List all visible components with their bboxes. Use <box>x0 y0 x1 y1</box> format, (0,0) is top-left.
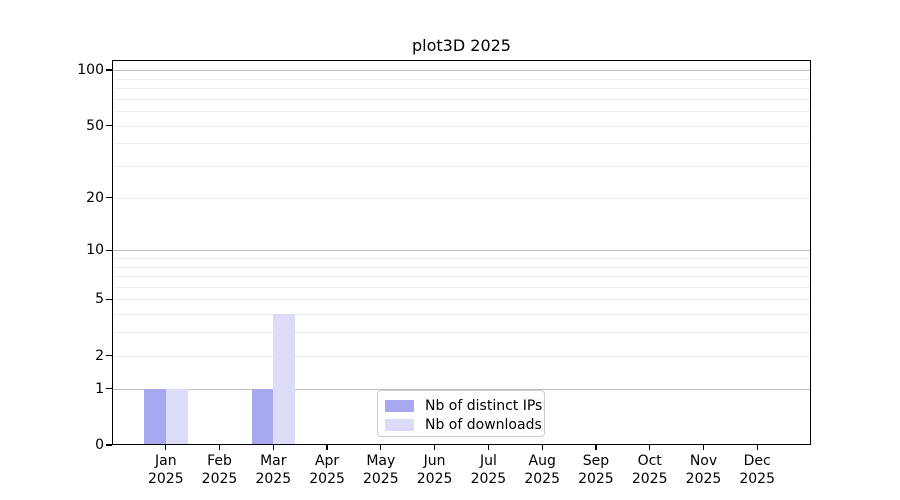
x-tick-year: 2025 <box>147 471 184 487</box>
legend-entry: Nb of downloads <box>385 415 544 434</box>
y-tick-label: 0 <box>95 437 104 453</box>
bar-distinct-ips <box>251 388 274 445</box>
legend-swatch <box>385 418 414 431</box>
x-tick-month: Feb <box>207 453 232 469</box>
minor-gridline <box>112 266 811 268</box>
major-gridline <box>112 250 811 252</box>
minor-gridline <box>112 197 811 199</box>
minor-gridline <box>112 286 811 288</box>
x-tick-label: Jan 2025 <box>134 452 198 488</box>
x-tick-month: Jul <box>479 453 497 469</box>
minor-gridline <box>112 111 811 112</box>
minor-gridline <box>112 87 811 89</box>
plot-border <box>112 60 811 445</box>
x-tick-mark <box>541 445 543 450</box>
x-tick-year: 2025 <box>739 471 775 487</box>
x-tick-label: Jun 2025 <box>403 452 467 488</box>
x-tick-mark <box>165 445 167 450</box>
x-tick-label: Apr 2025 <box>295 452 359 488</box>
y-tick-label: 10 <box>86 242 104 259</box>
x-tick-year: 2025 <box>524 471 560 487</box>
x-tick-year: 2025 <box>685 471 722 487</box>
x-tick-year: 2025 <box>578 471 614 487</box>
x-tick-year: 2025 <box>255 471 292 487</box>
major-gridline <box>112 70 811 71</box>
x-tick-month: Apr <box>314 453 340 469</box>
bar-distinct-ips <box>144 388 166 445</box>
x-tick-month: Sep <box>582 453 610 469</box>
x-tick-mark <box>272 445 274 450</box>
legend-entry: Nb of distinct IPs <box>385 396 544 415</box>
x-tick-year: 2025 <box>362 471 399 487</box>
x-tick-label: Aug 2025 <box>510 452 574 488</box>
minor-gridline <box>112 332 811 334</box>
y-tick-label: 50 <box>86 117 104 134</box>
minor-gridline <box>112 314 811 316</box>
x-tick-year: 2025 <box>470 471 507 487</box>
minor-gridline <box>112 276 811 277</box>
x-tick-label: Oct 2025 <box>618 452 682 488</box>
x-tick-mark <box>218 445 221 450</box>
x-tick-month: May <box>366 453 396 469</box>
x-tick-month: Aug <box>528 453 556 469</box>
y-tick-label: 5 <box>95 291 104 308</box>
x-tick-month: Jan <box>155 453 177 469</box>
y-tick-mark <box>106 444 112 446</box>
x-tick-mark <box>649 445 651 450</box>
x-tick-mark <box>380 445 382 450</box>
x-tick-label: Nov 2025 <box>672 452 736 488</box>
y-tick-label: 1 <box>95 380 104 397</box>
x-tick-mark <box>702 445 705 450</box>
chart-title: plot3D 2025 <box>412 36 511 55</box>
y-tick-label: 20 <box>86 189 104 206</box>
minor-gridline <box>112 143 811 145</box>
minor-gridline <box>112 98 811 100</box>
x-tick-label: Sep 2025 <box>564 452 628 488</box>
y-tick-mark <box>106 249 112 251</box>
legend-swatch <box>385 399 414 412</box>
y-tick-mark <box>106 69 112 71</box>
legend: Nb of distinct IPs Nb of downloads <box>377 390 545 437</box>
x-tick-year: 2025 <box>416 471 453 487</box>
x-tick-label: Mar 2025 <box>241 452 305 488</box>
plot-area: Nb of distinct IPs Nb of downloads <box>112 60 811 445</box>
minor-gridline <box>112 355 811 357</box>
x-tick-label: Dec 2025 <box>725 452 789 488</box>
x-tick-year: 2025 <box>631 471 668 487</box>
minor-gridline <box>112 166 811 167</box>
bar-downloads <box>165 388 188 445</box>
x-tick-year: 2025 <box>201 471 238 487</box>
x-tick-label: Feb 2025 <box>188 452 252 488</box>
x-tick-label: Jul 2025 <box>456 452 520 488</box>
minor-gridline <box>112 299 811 301</box>
x-tick-year: 2025 <box>309 471 345 487</box>
x-tick-month: Dec <box>743 453 771 469</box>
x-tick-mark <box>756 445 758 450</box>
x-tick-label: May 2025 <box>349 452 413 488</box>
y-tick-mark <box>106 124 112 127</box>
x-tick-mark <box>326 445 328 450</box>
x-tick-month: Jun <box>423 453 446 469</box>
x-tick-month: Oct <box>637 453 662 469</box>
y-tick-mark <box>106 298 112 301</box>
legend-label: Nb of downloads <box>425 416 542 433</box>
minor-gridline <box>112 257 811 259</box>
y-tick-mark <box>106 388 112 390</box>
x-tick-month: Mar <box>260 453 287 469</box>
major-gridline <box>112 388 811 390</box>
x-tick-mark <box>487 445 489 450</box>
x-tick-mark <box>434 445 436 450</box>
legend-label: Nb of distinct IPs <box>425 397 543 414</box>
y-tick-label: 2 <box>95 347 104 364</box>
y-tick-mark <box>106 197 112 199</box>
x-tick-mark <box>595 445 597 450</box>
bar-downloads <box>273 314 296 445</box>
y-tick-label: 100 <box>77 62 104 78</box>
minor-gridline <box>112 125 811 127</box>
minor-gridline <box>112 78 811 80</box>
y-tick-mark <box>106 355 112 357</box>
x-tick-month: Nov <box>689 453 718 469</box>
